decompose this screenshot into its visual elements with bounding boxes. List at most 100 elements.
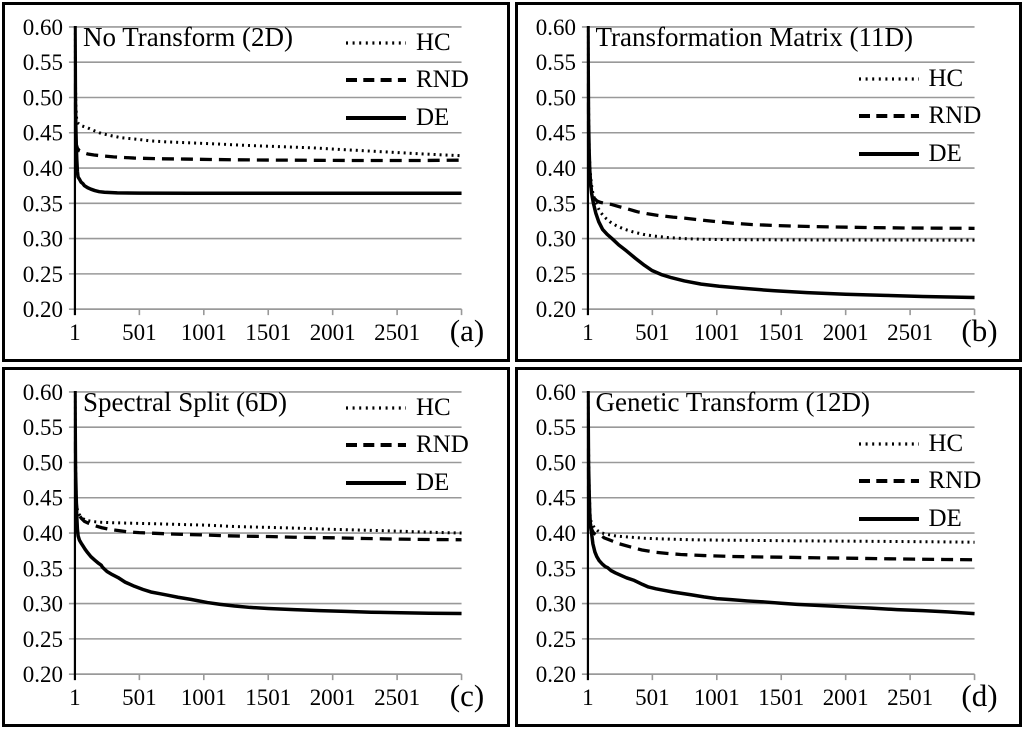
y-tick-label: 0.50 (535, 450, 575, 475)
y-tick-label: 0.20 (535, 662, 575, 687)
line-chart-b: 0.600.550.500.450.400.350.300.250.201 501… (535, 15, 975, 345)
dashed-line-legend-icon (346, 78, 406, 83)
legend-item-rnd: RND (345, 62, 469, 100)
y-tick-label: 0.35 (23, 191, 63, 216)
y-tick-label: 0.45 (535, 121, 575, 146)
x-tick-label: 1 (582, 320, 593, 345)
series-line-de (73, 390, 462, 616)
x-tick-label: 501 (635, 685, 669, 710)
y-tick-label: 0.55 (535, 50, 575, 75)
legend-item-de: DE (345, 464, 469, 502)
y-tick-label: 0.25 (535, 627, 575, 652)
chart-panel-a: 0.60 0.55 0.50 0.45 0.40 0.35 0.30 0.25 0.20 1 501… (2, 2, 510, 362)
y-tick-label: 0.60 (23, 15, 63, 40)
dotted-line-legend-icon (346, 41, 406, 45)
panel-letter: (d) (961, 678, 998, 713)
y-tick-label: 0.30 (23, 592, 63, 617)
legend-label: DE (416, 468, 450, 496)
solid-line-legend-icon (858, 151, 919, 156)
legend-item-hc: HC (858, 425, 982, 463)
x-tick-label: 501 (122, 685, 156, 710)
y-tick-label: 0.45 (23, 486, 63, 511)
y-tick-label: 0.35 (23, 556, 63, 581)
solid-line-legend-icon (346, 115, 406, 120)
x-tick-label: 1501 (245, 320, 291, 345)
dotted-line-legend-icon (858, 442, 919, 446)
legend-item-de: DE (858, 500, 982, 538)
x-tick-label: 2501 (887, 320, 933, 345)
y-tick-label: 0.40 (535, 156, 575, 181)
legend-label: HC (416, 28, 451, 56)
x-tick-label: 2001 (310, 320, 356, 345)
legend: HC RND DE (858, 425, 982, 538)
legend: HC RND DE (858, 60, 982, 173)
x-tick-label: 1501 (245, 685, 291, 710)
dotted-line-legend-icon (346, 406, 406, 410)
panel-letter: (b) (961, 313, 998, 348)
x-tick-label: 2001 (310, 685, 356, 710)
legend: HC RND DE (345, 389, 469, 502)
chart-panel-b: 0.60 0.55 0.50 0.45 0.40 0.35 0.30 0.25 0.20 1 501… (514, 2, 1022, 362)
legend-label: RND (416, 66, 469, 94)
y-tick-label: 0.30 (535, 592, 575, 617)
y-tick-label: 0.60 (23, 380, 63, 405)
y-tick-label: 0.35 (535, 556, 575, 581)
legend-label: DE (928, 139, 962, 167)
chart-title: No Transform (2D) (83, 22, 294, 52)
y-tick-label: 0.45 (23, 121, 63, 146)
series-line-de (586, 25, 975, 300)
y-tick-label: 0.50 (535, 85, 575, 110)
y-tick-label: 0.40 (23, 156, 63, 181)
y-tick-label: 0.60 (535, 380, 575, 405)
x-tick-label: 1 (69, 685, 80, 710)
legend-label: HC (928, 64, 964, 92)
chart-panel-c: 0.60 0.55 0.50 0.45 0.40 0.35 0.30 0.25 0.20 1 501… (2, 367, 510, 727)
y-tick-label: 0.55 (535, 415, 575, 440)
y-tick-label: 0.25 (23, 262, 63, 287)
legend-label: RND (928, 467, 982, 495)
y-tick-label: 0.45 (535, 486, 575, 511)
series-line-hc (73, 26, 462, 158)
y-tick-label: 0.20 (23, 662, 63, 687)
legend-item-hc: HC (345, 389, 469, 427)
legend-label: RND (416, 431, 469, 459)
x-tick-label: 2001 (822, 320, 868, 345)
y-tick-label: 0.60 (535, 15, 575, 40)
x-tick-label: 2501 (374, 320, 420, 345)
legend-item-hc: HC (858, 60, 982, 98)
x-tick-label: 1501 (758, 320, 804, 345)
y-tick-label: 0.40 (535, 521, 575, 546)
panel-letter: (a) (449, 313, 485, 348)
x-tick-label: 2001 (822, 685, 868, 710)
y-tick-label: 0.20 (535, 297, 575, 322)
line-chart-a: 0.600.550.500.450.400.350.300.250.201 501… (23, 15, 463, 345)
x-tick-label: 501 (635, 320, 669, 345)
x-tick-label: 1 (582, 685, 593, 710)
line-chart-c: 0.600.550.500.450.400.350.300.250.201 501… (23, 380, 463, 710)
line-chart-d: 0.60 0.55 0.50 0.45 0.40 0.35 0.30 0.25 0.20 1 501… (535, 380, 975, 710)
x-tick-label: 1001 (181, 320, 227, 345)
panel-letter: (c) (449, 678, 485, 713)
solid-line-legend-icon (858, 516, 919, 521)
series-line-de (73, 25, 462, 196)
series-line-hc (73, 390, 462, 535)
legend-label: HC (928, 429, 964, 457)
dotted-line-legend-icon (858, 77, 919, 81)
legend-item-rnd: RND (858, 98, 981, 136)
dashed-line-legend-icon (858, 479, 919, 484)
chart-title: Genetic Transform (12D) (595, 387, 870, 417)
x-tick-label: 1001 (693, 685, 739, 710)
dashed-line-legend-icon (346, 443, 406, 448)
series-line-rnd (73, 441, 462, 542)
x-tick-label: 2501 (887, 685, 933, 710)
x-tick-label: 1001 (693, 320, 739, 345)
legend: HC RND DE (345, 24, 469, 137)
legend-item-de: DE (858, 135, 982, 173)
y-tick-label: 0.25 (23, 627, 63, 652)
legend-item-rnd: RND (858, 463, 982, 501)
legend-item-rnd: RND (345, 427, 469, 465)
y-tick-label: 0.20 (23, 297, 63, 322)
x-tick-label: 501 (122, 320, 156, 345)
series-line-de (586, 390, 975, 616)
